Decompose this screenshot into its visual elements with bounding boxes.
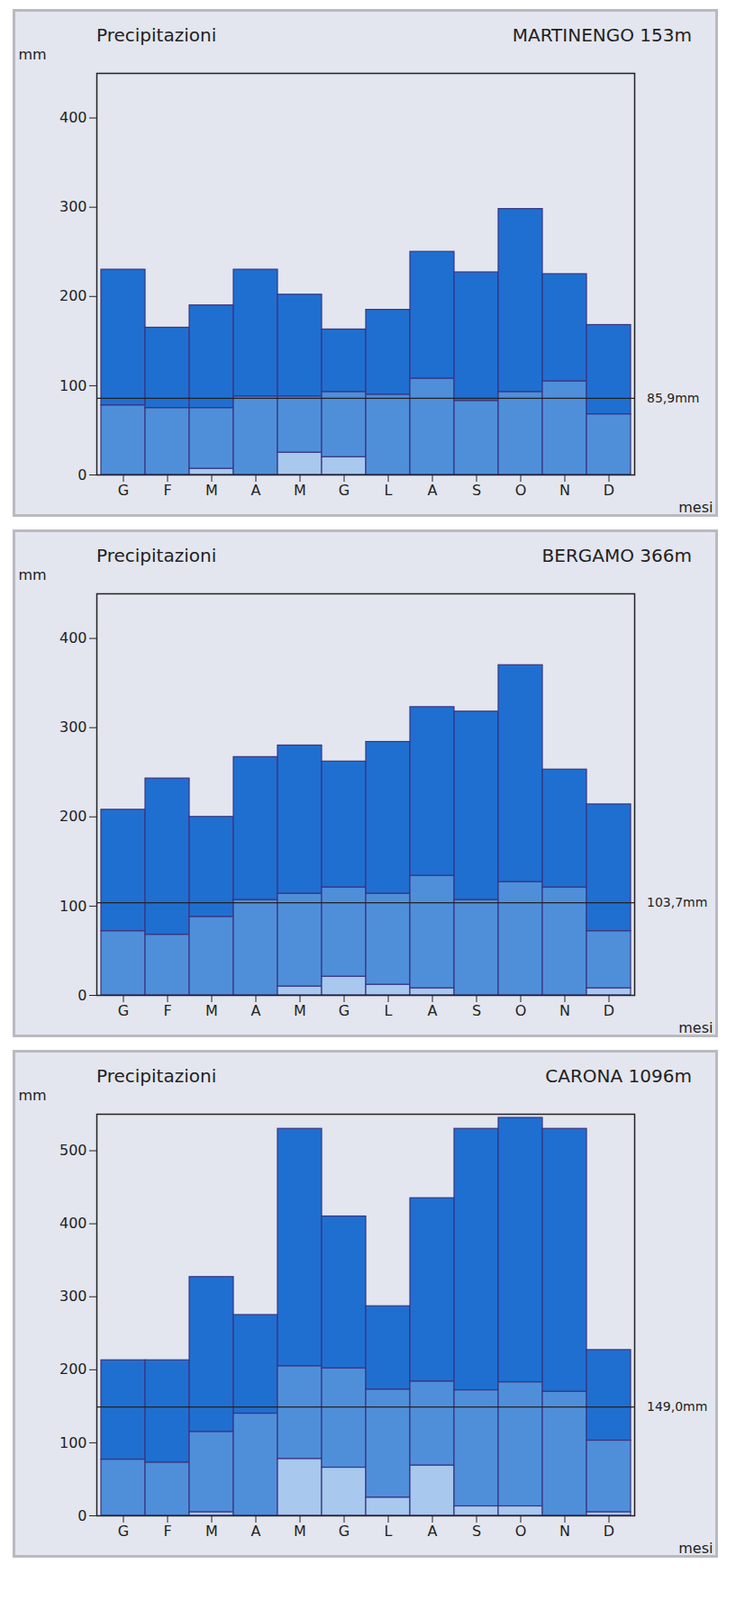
svg-text:A: A — [251, 481, 262, 500]
svg-text:0: 0 — [77, 1508, 87, 1526]
svg-text:L: L — [384, 481, 393, 500]
svg-text:F: F — [163, 1002, 172, 1020]
svg-text:M: M — [205, 1523, 219, 1541]
svg-text:mm: mm — [18, 45, 47, 64]
svg-text:400: 400 — [59, 629, 88, 647]
svg-text:N: N — [559, 1523, 571, 1541]
svg-text:N: N — [559, 481, 571, 500]
svg-text:200: 200 — [59, 287, 88, 305]
svg-text:M: M — [293, 1002, 307, 1020]
svg-text:S: S — [472, 1523, 482, 1541]
svg-text:F: F — [163, 1523, 172, 1541]
svg-text:G: G — [118, 1002, 129, 1020]
html-text:Precipitazioni: Precipitazioni — [96, 1065, 217, 1088]
svg-text:D: D — [603, 1523, 615, 1541]
svg-text:G: G — [338, 1523, 350, 1541]
svg-text:85,9mm: 85,9mm — [646, 390, 700, 406]
svg-text:A: A — [427, 481, 438, 500]
svg-text:149,0mm: 149,0mm — [646, 1399, 708, 1415]
svg-text:G: G — [118, 481, 129, 500]
svg-text:M: M — [293, 481, 307, 500]
svg-text:D: D — [603, 1002, 615, 1020]
svg-text:M: M — [205, 1002, 219, 1020]
svg-text:D: D — [603, 481, 615, 500]
svg-text:O: O — [515, 1002, 528, 1020]
svg-text:300: 300 — [59, 198, 88, 216]
svg-text:G: G — [338, 481, 350, 500]
html-text:Precipitazioni: Precipitazioni — [96, 545, 217, 567]
svg-text:A: A — [427, 1002, 438, 1020]
svg-text:O: O — [515, 1523, 528, 1541]
svg-text:100: 100 — [59, 1435, 88, 1453]
html-text:BERGAMO 366m: BERGAMO 366m — [541, 545, 692, 567]
svg-text:N: N — [559, 1002, 571, 1020]
html-text:CARONA 1096m: CARONA 1096m — [545, 1065, 692, 1088]
svg-text:100: 100 — [59, 898, 88, 916]
svg-text:400: 400 — [59, 109, 88, 127]
svg-text:100: 100 — [59, 377, 88, 395]
svg-text:400: 400 — [59, 1215, 88, 1233]
svg-text:O: O — [515, 481, 528, 500]
svg-text:300: 300 — [59, 718, 88, 736]
svg-text:S: S — [472, 481, 482, 500]
html-text:MARTINENGO 153m: MARTINENGO 153m — [512, 24, 692, 46]
svg-text:mesi: mesi — [678, 1540, 713, 1557]
svg-text:M: M — [293, 1523, 307, 1541]
svg-text:mesi: mesi — [678, 499, 713, 516]
svg-text:mm: mm — [18, 566, 47, 584]
svg-text:mm: mm — [18, 1087, 47, 1105]
svg-text:A: A — [251, 1002, 262, 1020]
svg-text:500: 500 — [59, 1142, 88, 1160]
svg-text:mesi: mesi — [678, 1019, 713, 1036]
svg-text:200: 200 — [59, 1361, 88, 1379]
svg-text:L: L — [384, 1002, 393, 1020]
svg-text:0: 0 — [77, 987, 87, 1005]
svg-text:0: 0 — [77, 466, 87, 484]
svg-text:S: S — [472, 1002, 482, 1020]
html-text:Precipitazioni: Precipitazioni — [96, 24, 217, 46]
svg-text:A: A — [251, 1523, 262, 1541]
svg-text:M: M — [205, 481, 219, 500]
svg-text:L: L — [384, 1523, 393, 1541]
svg-text:G: G — [338, 1002, 350, 1020]
svg-text:200: 200 — [59, 808, 88, 826]
svg-text:300: 300 — [59, 1288, 88, 1306]
svg-text:103,7mm: 103,7mm — [646, 895, 708, 910]
svg-text:F: F — [163, 481, 172, 500]
svg-text:A: A — [427, 1523, 438, 1541]
svg-text:G: G — [118, 1523, 129, 1541]
